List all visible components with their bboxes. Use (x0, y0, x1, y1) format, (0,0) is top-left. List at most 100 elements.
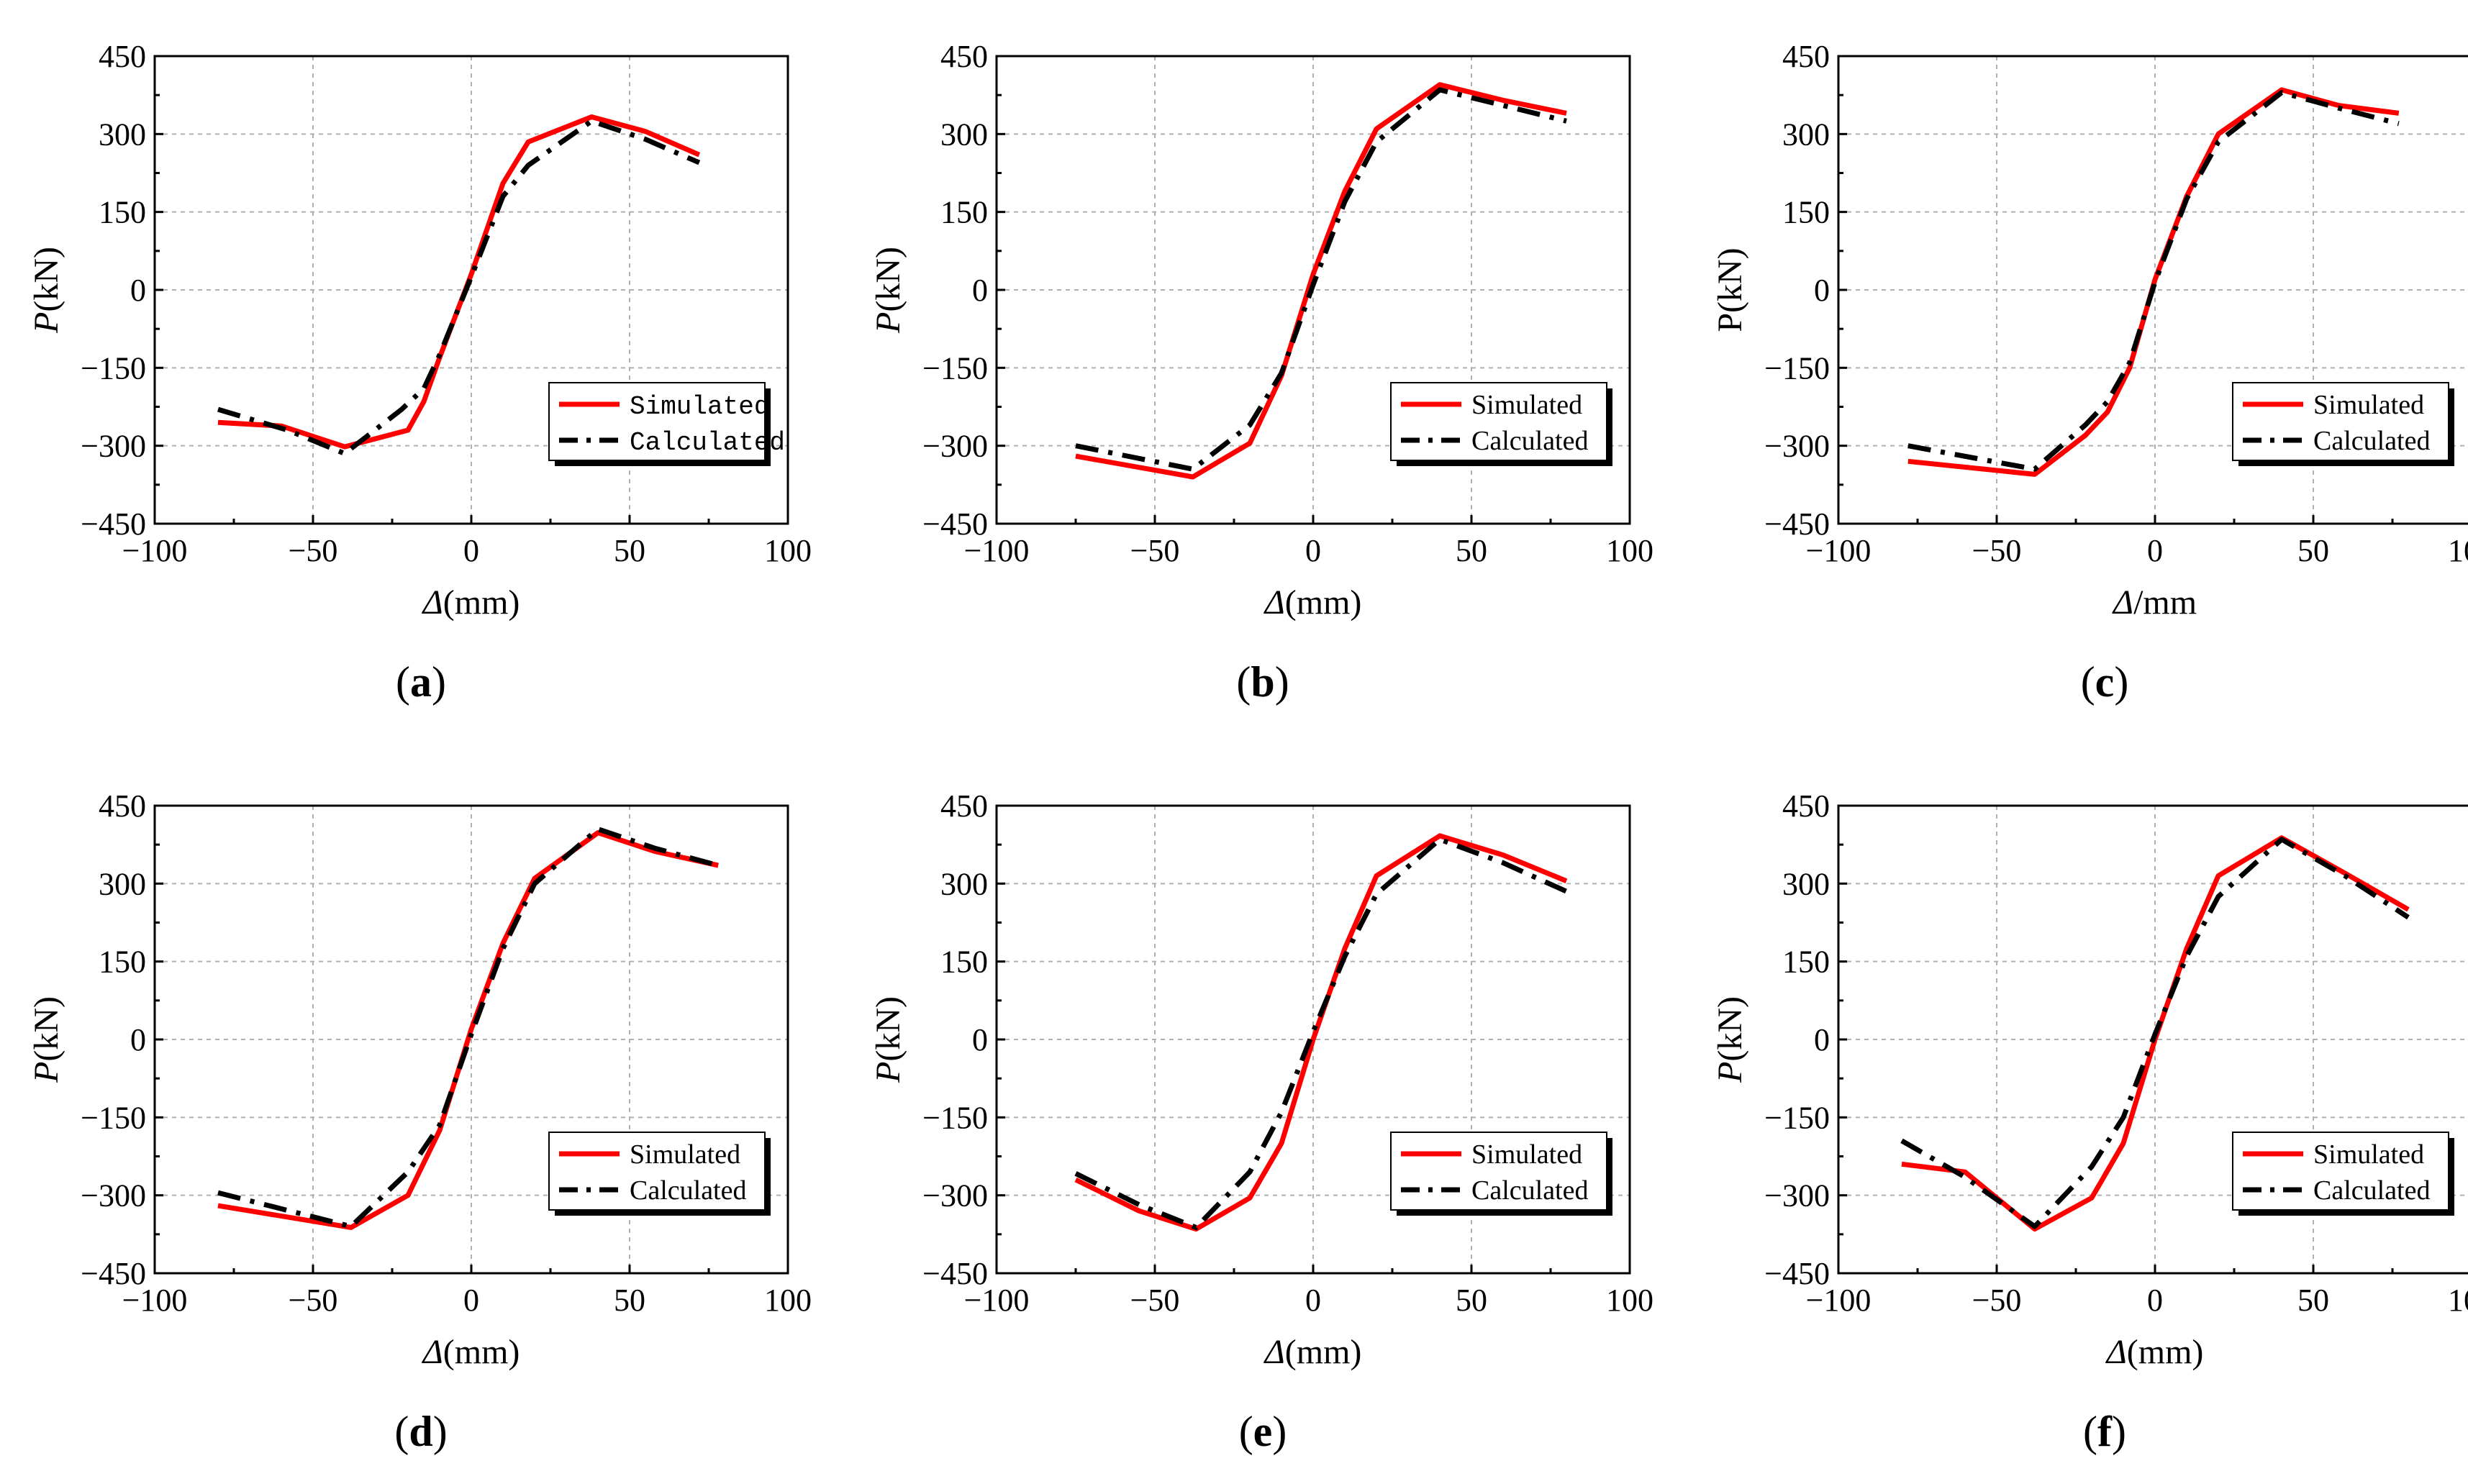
legend-label-calculated: Calculated (1471, 426, 1588, 456)
caption-close: ) (1275, 658, 1289, 706)
y-tick-label: −300 (81, 429, 146, 464)
x-tick-label: 0 (463, 1283, 479, 1318)
y-tick-label: −300 (81, 1178, 146, 1214)
x-tick-label: 50 (614, 533, 645, 568)
y-axis-unit: (kN) (1711, 996, 1749, 1062)
y-tick-label: −450 (81, 1256, 146, 1291)
caption-open: ( (394, 1408, 409, 1455)
caption-letter: e (1253, 1408, 1273, 1455)
x-tick-label: 0 (1305, 533, 1321, 568)
panel-caption: (a) (396, 658, 446, 706)
x-tick-label: 50 (2297, 1283, 2329, 1318)
y-tick-label: 300 (99, 117, 146, 152)
series-line-simulated (1075, 82, 1567, 480)
x-tick-label: −100 (122, 1283, 188, 1318)
y-tick-label: 0 (130, 273, 146, 308)
x-tick-label: −100 (1806, 533, 1872, 568)
series-line-simulated (217, 830, 719, 1230)
y-tick-label: 300 (940, 866, 988, 901)
x-axis-symbol: Δ (422, 1333, 443, 1371)
caption-letter: d (409, 1408, 432, 1455)
y-axis-label: P(kN) (869, 996, 907, 1083)
caption-letter: f (2097, 1408, 2113, 1455)
x-tick-label: 100 (2448, 533, 2468, 568)
y-tick-label: 450 (940, 39, 988, 74)
caption-open: ( (1236, 658, 1251, 706)
x-axis-symbol: Δ (2105, 1333, 2127, 1371)
series-line-simulated (1074, 833, 1568, 1232)
x-tick-label: 50 (1456, 533, 1487, 568)
y-tick-label: −150 (81, 1100, 146, 1135)
series-line-calculated (217, 118, 701, 456)
y-tick-label: −150 (81, 350, 146, 386)
x-axis-label: Δ(mm) (1264, 1333, 1362, 1371)
y-tick-label: 450 (1782, 788, 1830, 824)
y-axis-unit: (kN) (869, 247, 907, 312)
x-axis-symbol: Δ (2112, 583, 2133, 622)
legend-label-simulated: Simulated (1471, 390, 1582, 420)
x-axis-unit: /mm (2133, 583, 2197, 622)
panel-caption: (b) (1236, 658, 1289, 706)
legend-box (548, 382, 766, 461)
legend-label-simulated: Simulated (630, 392, 769, 422)
x-tick-label: 50 (614, 1283, 645, 1318)
x-tick-label: 0 (463, 533, 479, 568)
y-tick-label: −150 (922, 350, 988, 386)
x-tick-label: −50 (1130, 1283, 1180, 1318)
y-tick-label: 450 (99, 39, 146, 74)
y-tick-label: −450 (922, 506, 988, 542)
y-axis-label: P(kN) (1711, 996, 1749, 1083)
x-tick-label: 50 (1456, 1283, 1487, 1318)
x-tick-label: −100 (1806, 1283, 1872, 1318)
y-tick-label: −450 (1764, 1256, 1830, 1291)
caption-close: ) (2114, 658, 2128, 706)
caption-close: ) (2112, 1408, 2126, 1455)
y-axis-symbol: P (27, 312, 65, 334)
y-tick-label: 450 (99, 788, 146, 824)
y-tick-label: −450 (922, 1256, 988, 1291)
chart-panel-e: −100 −50 0 50 100 −450 −300 −150 0 150 300 450 Δ(mm)… (869, 788, 1653, 1455)
y-tick-label: 150 (99, 195, 146, 230)
caption-letter: c (2095, 658, 2115, 706)
y-axis-unit: (kN) (27, 247, 65, 312)
y-tick-label: −150 (1764, 350, 1830, 386)
panel-caption: (c) (2081, 658, 2129, 706)
y-tick-label: 0 (130, 1022, 146, 1057)
x-axis-label: Δ(mm) (422, 583, 520, 622)
legend-label-simulated: Simulated (1471, 1139, 1582, 1170)
legend-box (1390, 1132, 1607, 1211)
y-axis-symbol: P (869, 312, 907, 334)
y-tick-label: −150 (1764, 1100, 1830, 1135)
y-tick-label: 150 (99, 944, 146, 980)
caption-letter: b (1251, 658, 1274, 706)
chart-panel-b: −100 −50 0 50 100 −450 −300 −150 0 150 300 450 Δ(mm)… (869, 39, 1653, 706)
x-axis-label: Δ(mm) (1264, 583, 1362, 622)
legend-box (2232, 1132, 2449, 1211)
x-axis-unit: (mm) (1285, 1333, 1362, 1371)
panel-caption: (e) (1239, 1408, 1287, 1455)
chart-panel-f: −100 −50 0 50 100 −450 −300 −150 0 150 300 450 Δ(mm)… (1711, 788, 2468, 1455)
x-tick-label: −100 (964, 1283, 1030, 1318)
y-tick-label: 0 (1814, 1022, 1830, 1057)
caption-open: ( (2083, 1408, 2097, 1455)
legend-label-simulated: Simulated (2313, 390, 2424, 420)
y-axis-unit: (kN) (27, 996, 65, 1062)
y-tick-label: 0 (972, 273, 988, 308)
x-tick-label: −50 (1130, 533, 1180, 568)
x-axis-symbol: Δ (422, 583, 443, 622)
x-tick-label: 50 (2297, 533, 2329, 568)
y-tick-label: 0 (1814, 273, 1830, 308)
legend-box (1390, 382, 1607, 461)
chart-panel-a: −100 −50 0 50 100 −450 −300 −150 0 150 300 450 Δ(mm)… (27, 39, 812, 706)
y-axis-unit: P(kN) (1711, 247, 1749, 332)
y-tick-label: −450 (1764, 506, 1830, 542)
x-axis-label: Δ/mm (2112, 583, 2197, 622)
caption-open: ( (1239, 1408, 1253, 1455)
y-tick-label: 300 (940, 117, 988, 152)
y-tick-label: −300 (922, 1178, 988, 1214)
series-line-simulated (217, 114, 701, 450)
y-axis-symbol: P (1711, 1062, 1749, 1083)
series-line-calculated (1075, 87, 1567, 472)
x-tick-label: −50 (289, 533, 338, 568)
